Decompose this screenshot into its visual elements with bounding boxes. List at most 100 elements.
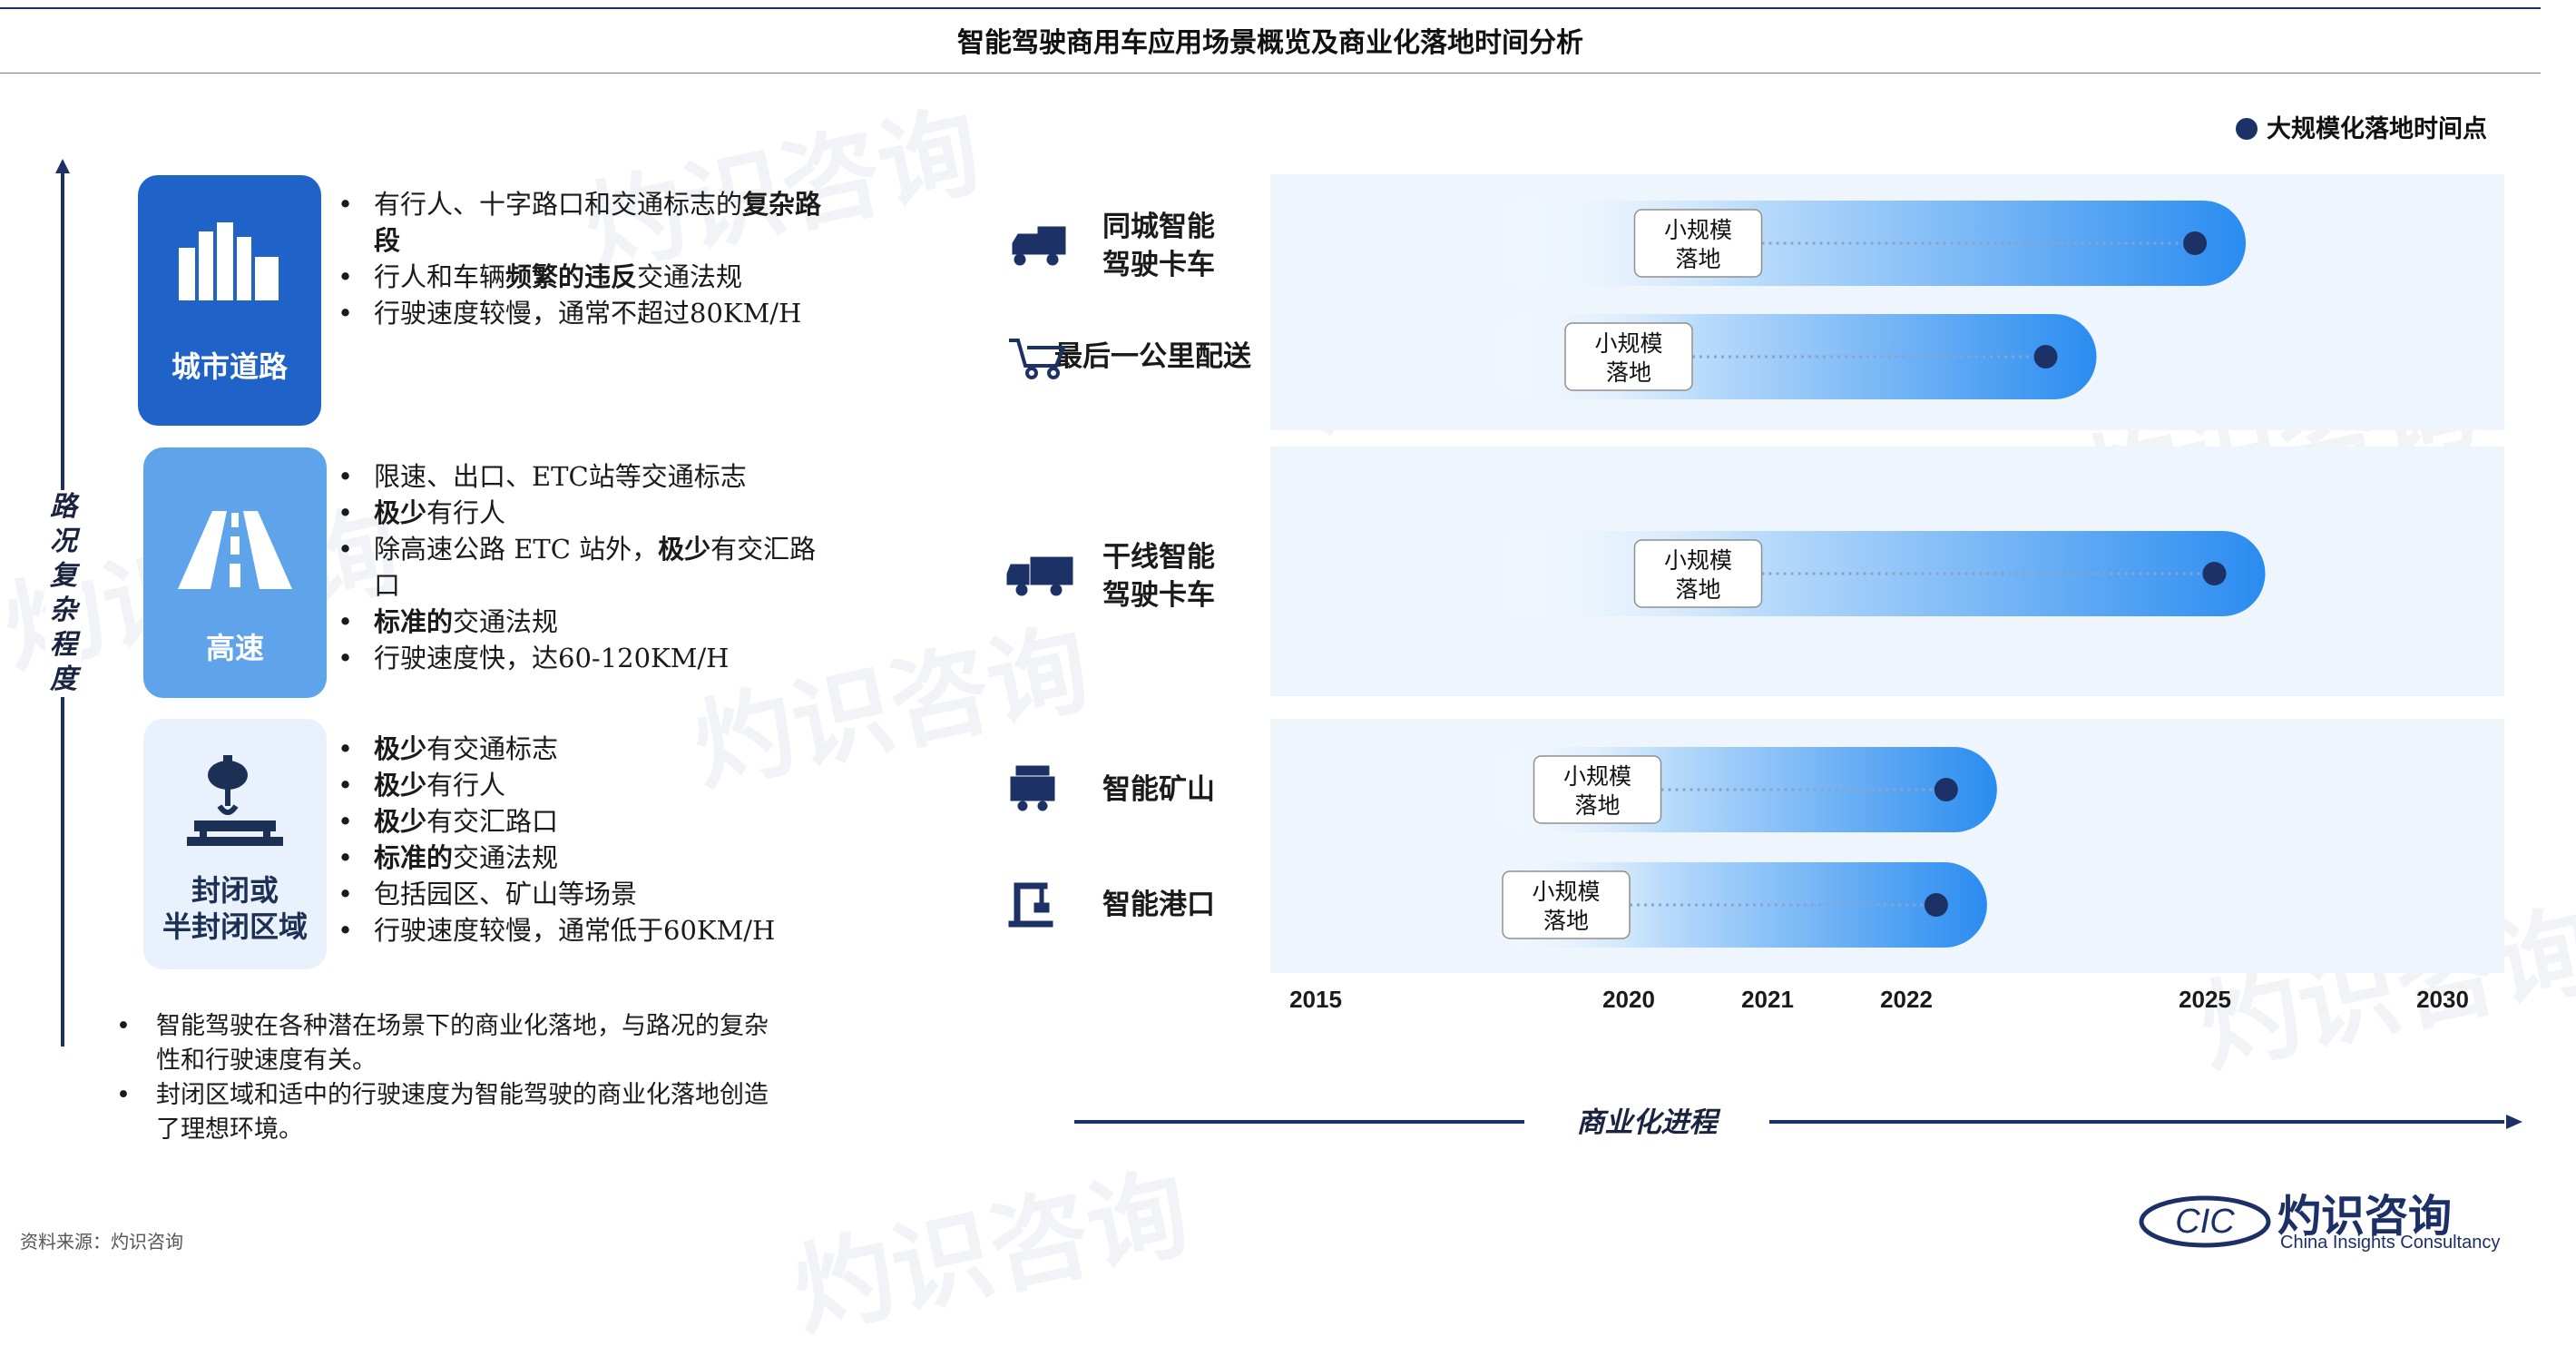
bullet-item: 行驶速度较慢，通常不超过80KM/H bbox=[338, 295, 828, 331]
notes: 智能驾驶在各种潜在场景下的商业化落地，与路况的复杂性和行驶速度有关。 封闭区域和… bbox=[116, 1009, 788, 1147]
bullet-text: 除高速公路 ETC 站外， bbox=[374, 534, 659, 565]
svg-text:CIC: CIC bbox=[2175, 1203, 2235, 1241]
large-scale-dot bbox=[1924, 893, 1948, 917]
cic-logo: CIC 灼识咨询 China Insights Consultancy bbox=[2137, 1180, 2536, 1262]
small-scale-box bbox=[1633, 539, 1763, 608]
series-label: 最后一公里配送 bbox=[1054, 340, 1251, 373]
source-note: 资料来源：灼识咨询 bbox=[20, 1231, 183, 1253]
timeline-chart: 小规模落地同城智能驾驶卡车小规模落地最后一公里配送小规模落地干线智能驾驶卡车小规… bbox=[1006, 115, 2522, 1139]
small-scale-label: 小规模 bbox=[1664, 547, 1732, 574]
bullet-item: 包括园区、矿山等场景 bbox=[338, 876, 828, 912]
large-scale-dot bbox=[2183, 231, 2208, 255]
shopping-cart-icon bbox=[1009, 339, 1066, 379]
bullet-text: 限速、出口、ETC站等交通标志 bbox=[374, 461, 747, 492]
bullet-item: 行人和车辆频繁的违反交通法规 bbox=[338, 259, 828, 295]
bullet-text: 交通法规 bbox=[453, 842, 559, 873]
small-scale-box bbox=[1533, 755, 1662, 824]
bullet-text: 包括园区、矿山等场景 bbox=[374, 879, 638, 909]
mining-crane-icon bbox=[187, 755, 283, 846]
category-bullets-city: 有行人、十字路口和交通标志的复杂路段行人和车辆频繁的违反交通法规行驶速度较慢，通… bbox=[338, 186, 828, 331]
bullet-text: 有行人 bbox=[426, 497, 506, 528]
bullet-text: 行驶速度较慢，通常低于60KM/H bbox=[374, 915, 776, 946]
page-title: 智能驾驶商用车应用场景概览及商业化落地时间分析 bbox=[957, 27, 1583, 59]
city-buildings-icon bbox=[179, 222, 279, 300]
category-city-road: 城市道路 bbox=[138, 175, 321, 426]
title-top-rule bbox=[0, 7, 2541, 9]
small-scale-label: 小规模 bbox=[1594, 330, 1662, 357]
cic-logo-mark: CIC bbox=[2139, 1195, 2271, 1248]
x-tick-label: 2022 bbox=[1880, 986, 1933, 1013]
series-label: 智能矿山 bbox=[1102, 773, 1215, 806]
bullet-text: 行驶速度较慢，通常不超过80KM/H bbox=[374, 298, 802, 329]
bullet-item: 标准的交通法规 bbox=[338, 604, 828, 640]
bullet-item: 限速、出口、ETC站等交通标志 bbox=[338, 458, 828, 495]
series-label: 驾驶卡车 bbox=[1102, 249, 1215, 281]
bullet-emphasis: 标准的 bbox=[374, 606, 454, 637]
bullet-item: 除高速公路 ETC 站外，极少有交汇路口 bbox=[338, 531, 828, 604]
title-bottom-rule bbox=[0, 73, 2541, 74]
bullet-item: 极少有行人 bbox=[338, 767, 828, 803]
bullet-item: 极少有行人 bbox=[338, 495, 828, 531]
x-tick-label: 2030 bbox=[2416, 986, 2469, 1013]
small-scale-label: 落地 bbox=[1675, 576, 1720, 603]
category-label-line: 半封闭区域 bbox=[162, 909, 308, 944]
category-label-line: 封闭或 bbox=[191, 873, 279, 908]
watermark: 灼识咨询 bbox=[783, 1154, 1199, 1351]
bullet-text: 行驶速度快，达60-120KM/H bbox=[374, 643, 730, 673]
small-scale-label: 落地 bbox=[1543, 908, 1589, 934]
bullet-emphasis: 极少 bbox=[374, 770, 427, 801]
x-tick-label: 2021 bbox=[1741, 986, 1794, 1013]
category-bullets-highway: 限速、出口、ETC站等交通标志极少有行人除高速公路 ETC 站外，极少有交汇路口… bbox=[338, 458, 828, 676]
bullet-text: 有行人 bbox=[426, 770, 506, 801]
bullet-emphasis: 极少 bbox=[374, 497, 427, 528]
x-tick-label: 2015 bbox=[1289, 986, 1342, 1013]
small-scale-box bbox=[1564, 322, 1693, 391]
logo-en: China Insights Consultancy bbox=[2280, 1233, 2501, 1253]
logo-cn: 灼识咨询 bbox=[2277, 1191, 2453, 1242]
bullet-text: 交通法规 bbox=[453, 606, 559, 637]
bullet-emphasis: 极少 bbox=[374, 733, 427, 764]
bullet-emphasis: 复杂路段 bbox=[374, 189, 822, 256]
bullet-emphasis: 频繁的违反 bbox=[505, 261, 638, 292]
bullet-text: 有交汇路口 bbox=[374, 534, 817, 601]
bullet-text: 有交通标志 bbox=[426, 733, 559, 764]
category-closed-area: 封闭或 半封闭区域 bbox=[143, 719, 327, 969]
legend-dot bbox=[2236, 118, 2258, 140]
small-scale-label: 落地 bbox=[1606, 359, 1651, 386]
mining-cart-icon bbox=[1010, 765, 1055, 811]
bullet-emphasis: 极少 bbox=[658, 534, 711, 565]
series-label: 同城智能 bbox=[1102, 211, 1215, 243]
large-scale-dot bbox=[2202, 562, 2227, 585]
small-scale-label: 落地 bbox=[1675, 246, 1720, 272]
bullet-item: 极少有交通标志 bbox=[338, 731, 828, 767]
horizontal-axis-arrowhead bbox=[2506, 1115, 2522, 1129]
series-label: 驾驶卡车 bbox=[1102, 579, 1215, 612]
bullet-text: 行人和车辆 bbox=[374, 261, 506, 292]
delivery-truck-icon bbox=[1012, 226, 1066, 266]
note-item: 智能驾驶在各种潜在场景下的商业化落地，与路况的复杂性和行驶速度有关。 bbox=[116, 1009, 788, 1078]
large-scale-dot bbox=[2033, 345, 2058, 368]
legend-label: 大规模化落地时间点 bbox=[2267, 115, 2487, 143]
vertical-axis-label: 路况复杂程度 bbox=[45, 490, 82, 697]
bullet-emphasis: 标准的 bbox=[374, 842, 454, 873]
bullet-item: 极少有交汇路口 bbox=[338, 803, 828, 840]
bullet-text: 有行人、十字路口和交通标志的 bbox=[374, 189, 743, 220]
series-label: 智能港口 bbox=[1102, 889, 1215, 921]
large-scale-dot bbox=[1934, 778, 1958, 801]
category-bullets-closed: 极少有交通标志极少有行人极少有交汇路口标准的交通法规包括园区、矿山等场景行驶速度… bbox=[338, 731, 828, 948]
highway-road-icon bbox=[178, 511, 292, 589]
small-scale-label: 小规模 bbox=[1532, 879, 1600, 905]
bullet-item: 标准的交通法规 bbox=[338, 840, 828, 876]
semi-truck-icon bbox=[1006, 556, 1073, 596]
title-bar: 智能驾驶商用车应用场景概览及商业化落地时间分析 bbox=[0, 0, 2576, 74]
note-item: 封闭区域和适中的行驶速度为智能驾驶的商业化落地创造了理想环境。 bbox=[116, 1078, 788, 1147]
series-label: 干线智能 bbox=[1102, 541, 1215, 574]
bullet-text: 交通法规 bbox=[637, 261, 743, 292]
bullet-item: 有行人、十字路口和交通标志的复杂路段 bbox=[338, 186, 828, 259]
small-scale-label: 落地 bbox=[1574, 792, 1620, 819]
bullet-emphasis: 极少 bbox=[374, 806, 427, 837]
small-scale-label: 小规模 bbox=[1563, 763, 1631, 790]
horizontal-axis-label: 商业化进程 bbox=[1577, 1106, 1721, 1139]
x-tick-label: 2020 bbox=[1602, 986, 1655, 1013]
bullet-text: 有交汇路口 bbox=[426, 806, 559, 837]
